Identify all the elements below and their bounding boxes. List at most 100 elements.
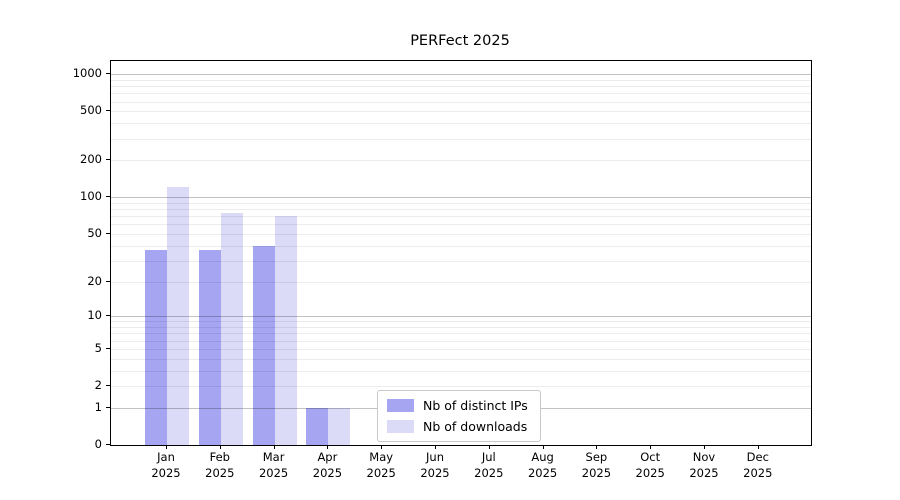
x-tick-label-line: Dec bbox=[746, 450, 769, 464]
y-tick-label-20: 20 bbox=[87, 273, 102, 288]
gridline-minor bbox=[111, 370, 811, 372]
gridline-minor bbox=[111, 340, 811, 342]
y-tick-1 bbox=[106, 407, 110, 408]
y-tick-label-0: 0 bbox=[94, 437, 102, 451]
y-tick-label-200: 200 bbox=[80, 152, 102, 167]
x-tick-label-oct: Oct 2025 bbox=[620, 450, 680, 481]
y-tick-label-100: 100 bbox=[80, 189, 102, 204]
x-tick-label-line: Mar bbox=[262, 450, 285, 464]
gridline-major bbox=[111, 74, 811, 76]
x-tick-label-line: Oct bbox=[640, 450, 661, 464]
x-tick-label-line: Aug bbox=[531, 450, 554, 464]
x-tick-label-line: 2025 bbox=[527, 465, 558, 480]
x-tick-jan bbox=[166, 445, 167, 449]
x-tick-label-line: 2025 bbox=[635, 465, 665, 480]
y-tick-20 bbox=[106, 281, 110, 282]
gridline-major bbox=[111, 197, 811, 199]
x-tick-label-line: May bbox=[369, 450, 394, 464]
x-tick-label-mar: Mar 2025 bbox=[244, 450, 304, 481]
gridline-minor bbox=[111, 101, 811, 103]
bar-downloads-apr bbox=[328, 407, 351, 445]
gridline-minor bbox=[111, 202, 811, 204]
y-tick-2 bbox=[106, 385, 110, 386]
x-tick-apr bbox=[327, 445, 328, 449]
legend-swatch-downloads bbox=[387, 420, 414, 433]
x-tick-label-line: Apr bbox=[317, 450, 338, 464]
y-tick-label-500: 500 bbox=[80, 103, 102, 118]
gridline-minor bbox=[111, 386, 811, 387]
gridline-minor bbox=[111, 138, 811, 140]
y-tick-label-10: 10 bbox=[87, 308, 102, 323]
x-tick-label-line: 2025 bbox=[474, 465, 504, 480]
gridline-minor bbox=[111, 333, 811, 335]
x-tick-label-line: 2025 bbox=[312, 465, 343, 480]
y-tick-10 bbox=[106, 315, 110, 316]
bar-downloads-mar bbox=[274, 215, 297, 445]
gridline-minor bbox=[111, 79, 811, 81]
y-tick-500 bbox=[106, 110, 110, 111]
gridline-minor bbox=[111, 327, 811, 329]
gridline-minor bbox=[111, 281, 811, 283]
legend-entry-downloads: Nb of downloads bbox=[387, 419, 528, 434]
gridline-minor bbox=[111, 111, 811, 113]
bar-distinct-ips-jan bbox=[145, 249, 167, 445]
y-tick-0 bbox=[106, 444, 110, 445]
y-tick-50 bbox=[106, 233, 110, 234]
x-tick-label-feb: Feb 2025 bbox=[190, 450, 250, 481]
gridline-minor bbox=[111, 321, 811, 323]
x-tick-jun bbox=[435, 445, 436, 449]
gridline-minor bbox=[111, 348, 811, 350]
y-tick-100 bbox=[106, 196, 110, 197]
gridlines-layer bbox=[111, 61, 811, 445]
x-tick-label-line: 2025 bbox=[151, 465, 181, 480]
legend-swatch-distinct-ips bbox=[387, 399, 414, 412]
chart-title: PERFect 2025 bbox=[410, 33, 510, 49]
x-tick-nov bbox=[704, 445, 705, 449]
x-tick-aug bbox=[543, 445, 544, 449]
bar-distinct-ips-apr bbox=[306, 407, 329, 445]
x-tick-label-line: 2025 bbox=[581, 465, 612, 480]
gridline-minor bbox=[111, 93, 811, 95]
x-tick-label-aug: Aug 2025 bbox=[513, 450, 573, 481]
plot-area bbox=[110, 60, 812, 446]
y-tick-1000 bbox=[106, 73, 110, 74]
x-tick-label-line: 2025 bbox=[689, 465, 719, 480]
gridline-major bbox=[111, 316, 811, 318]
legend-entry-distinct-ips: Nb of distinct IPs bbox=[387, 398, 528, 413]
gridline-minor bbox=[111, 123, 811, 125]
x-tick-dec bbox=[758, 445, 759, 449]
gridline-minor bbox=[111, 245, 811, 247]
bar-distinct-ips-feb bbox=[198, 249, 221, 445]
gridline-minor bbox=[111, 160, 811, 162]
x-tick-label-jun: Jun 2025 bbox=[405, 450, 465, 481]
x-tick-label-line: Jan bbox=[157, 450, 175, 464]
x-tick-may bbox=[381, 445, 382, 449]
bar-downloads-jan bbox=[167, 186, 189, 445]
y-tick-label-1000: 1000 bbox=[72, 66, 102, 81]
x-tick-label-jan: Jan 2025 bbox=[136, 450, 196, 481]
y-tick-200 bbox=[106, 159, 110, 160]
x-tick-label-line: 2025 bbox=[743, 465, 773, 480]
gridline-minor bbox=[111, 209, 811, 211]
x-tick-label-line: Feb bbox=[209, 450, 230, 464]
bar-downloads-feb bbox=[220, 213, 243, 445]
x-tick-oct bbox=[650, 445, 651, 449]
legend: Nb of distinct IPs Nb of downloads bbox=[377, 390, 541, 442]
legend-label-downloads: Nb of downloads bbox=[423, 419, 528, 434]
x-tick-label-apr: Apr 2025 bbox=[297, 450, 357, 481]
y-tick-label-50: 50 bbox=[87, 226, 102, 240]
x-tick-label-jul: Jul 2025 bbox=[459, 450, 519, 481]
x-tick-label-sep: Sep 2025 bbox=[566, 450, 626, 481]
x-tick-feb bbox=[220, 445, 221, 449]
x-tick-label-nov: Nov 2025 bbox=[674, 450, 734, 481]
x-tick-label-line: Sep bbox=[585, 450, 608, 464]
x-tick-label-may: May 2025 bbox=[351, 450, 411, 481]
x-tick-label-line: Jun bbox=[426, 450, 444, 464]
y-tick-5 bbox=[106, 348, 110, 349]
legend-label-distinct-ips: Nb of distinct IPs bbox=[423, 398, 528, 413]
gridline-minor bbox=[111, 358, 811, 360]
gridline-minor bbox=[111, 234, 811, 235]
x-tick-label-line: 2025 bbox=[205, 465, 235, 480]
x-tick-mar bbox=[274, 445, 275, 449]
x-tick-label-dec: Dec 2025 bbox=[728, 450, 788, 481]
